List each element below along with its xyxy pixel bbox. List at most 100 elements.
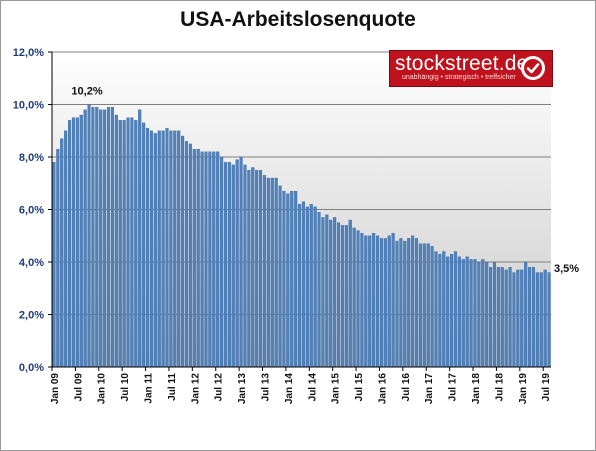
logo-wordmark: stockstreet.de	[395, 52, 529, 75]
bar	[67, 120, 72, 368]
x-tick-label: Jul 10	[120, 373, 131, 402]
bar	[52, 162, 56, 368]
bar	[305, 206, 309, 368]
bar	[469, 259, 473, 368]
bar	[543, 269, 547, 368]
bar	[200, 151, 204, 368]
bar	[216, 151, 220, 368]
bar	[399, 238, 403, 368]
bar	[149, 130, 153, 368]
bar	[504, 269, 508, 368]
bar	[496, 267, 500, 368]
bar	[477, 261, 481, 368]
y-tick-label: 12,0%	[13, 47, 44, 59]
bar	[255, 169, 259, 368]
bar	[473, 259, 477, 368]
bar	[231, 164, 235, 368]
bar	[489, 267, 493, 368]
logo-tagline: unabhängig • strategisch • treffsicher	[402, 74, 516, 81]
bar	[364, 235, 368, 368]
bar	[430, 246, 434, 368]
bar	[239, 156, 243, 368]
bar	[407, 238, 411, 368]
bar	[446, 256, 450, 368]
x-tick-label: Jan 12	[190, 373, 201, 405]
x-tick-label: Jan 19	[518, 373, 529, 405]
bar	[309, 204, 313, 368]
bar	[457, 256, 461, 368]
y-tick-label: 6,0%	[19, 205, 44, 217]
y-tick-label: 8,0%	[19, 152, 44, 164]
bar	[372, 232, 376, 368]
bar	[434, 251, 438, 368]
bar	[270, 177, 274, 368]
bar	[286, 193, 290, 368]
x-tick-label: Jul 09	[73, 373, 84, 402]
bar	[114, 114, 118, 368]
annotations: 10,2% 3,5%	[71, 86, 579, 276]
bar	[516, 269, 520, 368]
axes	[48, 51, 551, 371]
bar	[212, 151, 216, 368]
x-tick-label: Jan 14	[284, 373, 295, 405]
x-tick-label: Jan 18	[471, 373, 482, 405]
bar	[126, 117, 130, 368]
bar	[297, 204, 302, 368]
bar	[169, 130, 173, 368]
bar	[450, 253, 454, 368]
bar	[157, 130, 161, 368]
bar	[512, 272, 516, 368]
x-tick-label: Jul 19	[541, 373, 552, 402]
bar	[266, 177, 270, 368]
bar	[192, 148, 196, 368]
bar	[103, 109, 107, 368]
x-tick-label: Jul 13	[260, 373, 271, 402]
x-tick-label: Jan 09	[50, 373, 61, 405]
bar	[220, 156, 224, 368]
x-tick-label: Jan 13	[237, 373, 248, 405]
bar	[333, 217, 337, 368]
bar	[379, 238, 383, 368]
bar	[524, 261, 528, 368]
x-tick-label: Jan 16	[377, 373, 388, 405]
x-tick-label: Jul 16	[401, 373, 412, 402]
bar	[118, 120, 122, 368]
bar	[461, 259, 465, 368]
bar	[325, 214, 329, 368]
bar-series	[52, 104, 551, 368]
bar	[184, 141, 189, 368]
bar	[142, 122, 146, 368]
bar	[208, 151, 212, 368]
bar	[418, 243, 422, 368]
bar	[106, 106, 111, 368]
x-tick-label: Jan 15	[331, 373, 342, 405]
bar	[196, 148, 200, 368]
bar	[375, 235, 380, 368]
x-tick-label: Jul 14	[307, 373, 318, 402]
bar	[173, 130, 177, 368]
bar	[181, 135, 185, 368]
y-tick-label: 2,0%	[19, 310, 44, 322]
bar	[145, 127, 150, 368]
bar	[290, 190, 294, 368]
bar	[356, 230, 360, 368]
bar	[227, 162, 231, 368]
bar	[438, 253, 442, 368]
x-tick-label: Jul 12	[214, 373, 225, 402]
bar	[247, 169, 251, 368]
bar	[71, 117, 76, 368]
bar	[508, 267, 512, 368]
annotation-peak: 10,2%	[71, 86, 102, 98]
bar	[161, 130, 165, 368]
bar	[294, 190, 298, 368]
x-tick-label: Jan 17	[424, 373, 435, 405]
bar	[383, 238, 387, 368]
y-tick-labels: 0,0% 2,0% 4,0% 6,0% 8,0% 10,0% 12,0%	[13, 47, 44, 374]
bar	[528, 267, 532, 368]
bar	[539, 272, 543, 368]
bar	[95, 106, 99, 368]
bar	[414, 238, 419, 368]
bar	[492, 261, 497, 368]
bar	[204, 151, 208, 368]
